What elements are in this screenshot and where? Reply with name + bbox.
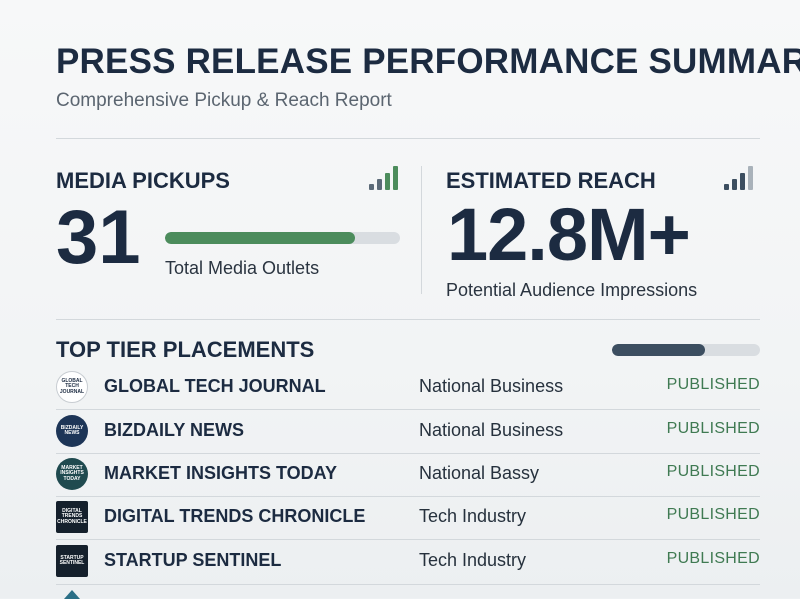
outlet-name: MARKET INSIGHTS TODAY: [104, 463, 338, 483]
outlet-logo: DIGITAL TRENDS CHRONICLE: [56, 501, 88, 533]
placement-row: BIZDAILY NEWS BIZDAILY NEWS National Bus…: [56, 410, 760, 453]
row-divider: [56, 453, 760, 454]
row-divider: [56, 496, 760, 497]
outlet-name: STARTUP SENTINEL: [104, 550, 282, 570]
placement-row: GLOBAL TECH JOURNAL GLOBAL TECH JOURNAL …: [56, 366, 760, 409]
media-pickups-value: 31: [56, 195, 141, 280]
outlet-logo: MARKET INSIGHTS TODAY: [56, 458, 88, 490]
media-pickups-label: MEDIA PICKUPS: [56, 168, 230, 193]
media-pickups-progress-bar: [165, 232, 400, 244]
outlet-logo: STARTUP SENTINEL: [56, 545, 88, 577]
media-pickups-progress-fill: [165, 232, 356, 244]
placements-progress-bar: [612, 344, 760, 356]
divider-middle: [56, 319, 760, 320]
outlet-category: National Business: [419, 376, 564, 396]
placement-row: MARKET INSIGHTS TODAY MARKET INSIGHTS TO…: [56, 453, 760, 496]
estimated-reach-value: 12.8M+: [447, 193, 691, 276]
status-badge: PUBLISHED: [666, 420, 760, 437]
outlet-name: DIGITAL TRENDS CHRONICLE: [104, 506, 366, 526]
report-title: PRESS RELEASE PERFORMANCE SUMMARY: [56, 42, 800, 81]
signal-bars-icon: [724, 166, 753, 190]
outlet-category: Tech Industry: [419, 506, 527, 526]
outlet-category: National Business: [419, 420, 564, 440]
divider-top: [56, 138, 760, 139]
placements-progress-fill: [612, 344, 706, 356]
placement-row: STARTUP SENTINEL STARTUP SENTINEL Tech I…: [56, 540, 760, 583]
signal-bars-icon: [369, 166, 398, 190]
status-badge: PUBLISHED: [666, 506, 760, 523]
outlet-logo: BIZDAILY NEWS: [56, 415, 88, 447]
row-divider: [56, 539, 760, 540]
row-divider: [56, 584, 760, 585]
outlet-logo: GLOBAL TECH JOURNAL: [56, 371, 88, 403]
status-badge: PUBLISHED: [666, 550, 760, 567]
placements-title: TOP TIER PLACEMENTS: [56, 337, 315, 362]
outlet-category: Tech Industry: [419, 550, 527, 570]
outlet-category: National Bassy: [419, 463, 540, 483]
estimated-reach-caption: Potential Audience Impressions: [446, 280, 698, 300]
status-badge: PUBLISHED: [666, 463, 760, 480]
kpi-divider: [421, 166, 422, 294]
media-pickups-caption: Total Media Outlets: [165, 258, 320, 278]
outlet-logo-icon: [64, 590, 80, 599]
outlet-name: BIZDAILY NEWS: [104, 420, 245, 440]
row-divider: [56, 409, 760, 410]
outlet-name: GLOBAL TECH JOURNAL: [104, 376, 326, 396]
placement-row: DIGITAL TRENDS CHRONICLE DIGITAL TRENDS …: [56, 496, 760, 539]
status-badge: PUBLISHED: [666, 376, 760, 393]
report-subtitle: Comprehensive Pickup & Reach Report: [56, 90, 392, 111]
estimated-reach-label: ESTIMATED REACH: [446, 168, 656, 193]
